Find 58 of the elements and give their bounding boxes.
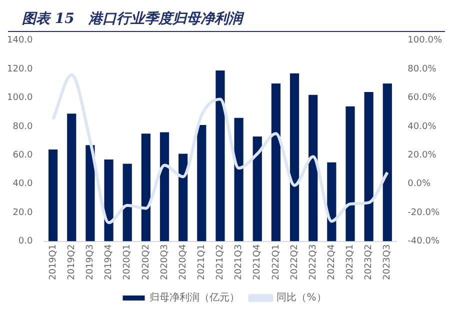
x-tick-label: 2020Q4	[178, 244, 188, 280]
x-tick-label: 2022Q1	[271, 244, 282, 280]
bar	[160, 132, 170, 242]
y2-tick-label: 100.0%	[408, 36, 442, 46]
x-tick-label: 2023Q3	[382, 244, 393, 280]
x-tick-label: 2022Q2	[290, 244, 300, 280]
x-tick-label: 2021Q2	[216, 244, 226, 280]
y2-tick-label: 20.0%	[408, 150, 437, 161]
x-tick-label: 2023Q2	[364, 244, 374, 280]
bar	[252, 136, 262, 242]
y2-tick-label: -20.0%	[408, 208, 440, 218]
bar	[290, 73, 300, 242]
y2-tick-label: 80.0%	[408, 64, 437, 74]
x-tick-label: 2022Q4	[327, 244, 338, 280]
y-tick-label: 0.0	[18, 236, 34, 247]
bar	[346, 106, 355, 242]
x-tick-label: 2021Q4	[252, 244, 263, 280]
chart-title: 图表 15 港口行业季度归母净利润	[8, 6, 445, 32]
bar	[271, 83, 280, 242]
y-tick-label: 120.0	[7, 64, 34, 74]
x-tick-label: 2020Q1	[122, 244, 133, 280]
bar	[67, 114, 76, 242]
bar	[86, 145, 95, 242]
legend-label: 归母净利润（亿元）	[150, 292, 240, 304]
x-tick-label: 2019Q1	[48, 244, 58, 280]
x-tick-label: 2021Q3	[234, 244, 244, 280]
y2-tick-label: 60.0%	[408, 93, 437, 104]
x-tick-label: 2023Q1	[346, 244, 356, 280]
x-tick-label: 2022Q3	[308, 244, 318, 280]
bar	[48, 149, 58, 242]
bar	[234, 118, 244, 242]
y-tick-label: 40.0	[12, 179, 34, 190]
y2-tick-label: 0.0%	[408, 179, 431, 190]
bar	[382, 83, 392, 242]
x-tick-label: 2020Q2	[141, 244, 152, 280]
legend-label: 同比（%）	[276, 292, 326, 304]
y2-tick-label: 40.0%	[408, 122, 437, 132]
bar	[216, 70, 225, 242]
y-tick-label: 60.0	[12, 150, 34, 161]
bar	[327, 162, 336, 242]
bar	[104, 159, 114, 242]
x-tick-label: 2021Q1	[196, 244, 207, 280]
bar	[141, 134, 150, 242]
y-tick-label: 140.0	[7, 36, 34, 46]
bar	[308, 94, 318, 242]
x-tick-label: 2019Q3	[86, 244, 96, 280]
bar	[364, 92, 374, 242]
y-tick-label: 100.0	[7, 93, 34, 104]
bar	[178, 154, 188, 242]
bar	[197, 125, 206, 242]
bar	[122, 164, 132, 242]
y2-tick-label: -40.0%	[408, 236, 440, 247]
y-tick-label: 20.0	[12, 208, 34, 218]
x-tick-label: 2019Q2	[66, 244, 77, 280]
x-tick-label: 2020Q3	[160, 244, 170, 280]
line-series	[52, 73, 389, 224]
x-tick-label: 2019Q4	[104, 244, 114, 280]
y-tick-label: 80.0	[12, 122, 34, 132]
